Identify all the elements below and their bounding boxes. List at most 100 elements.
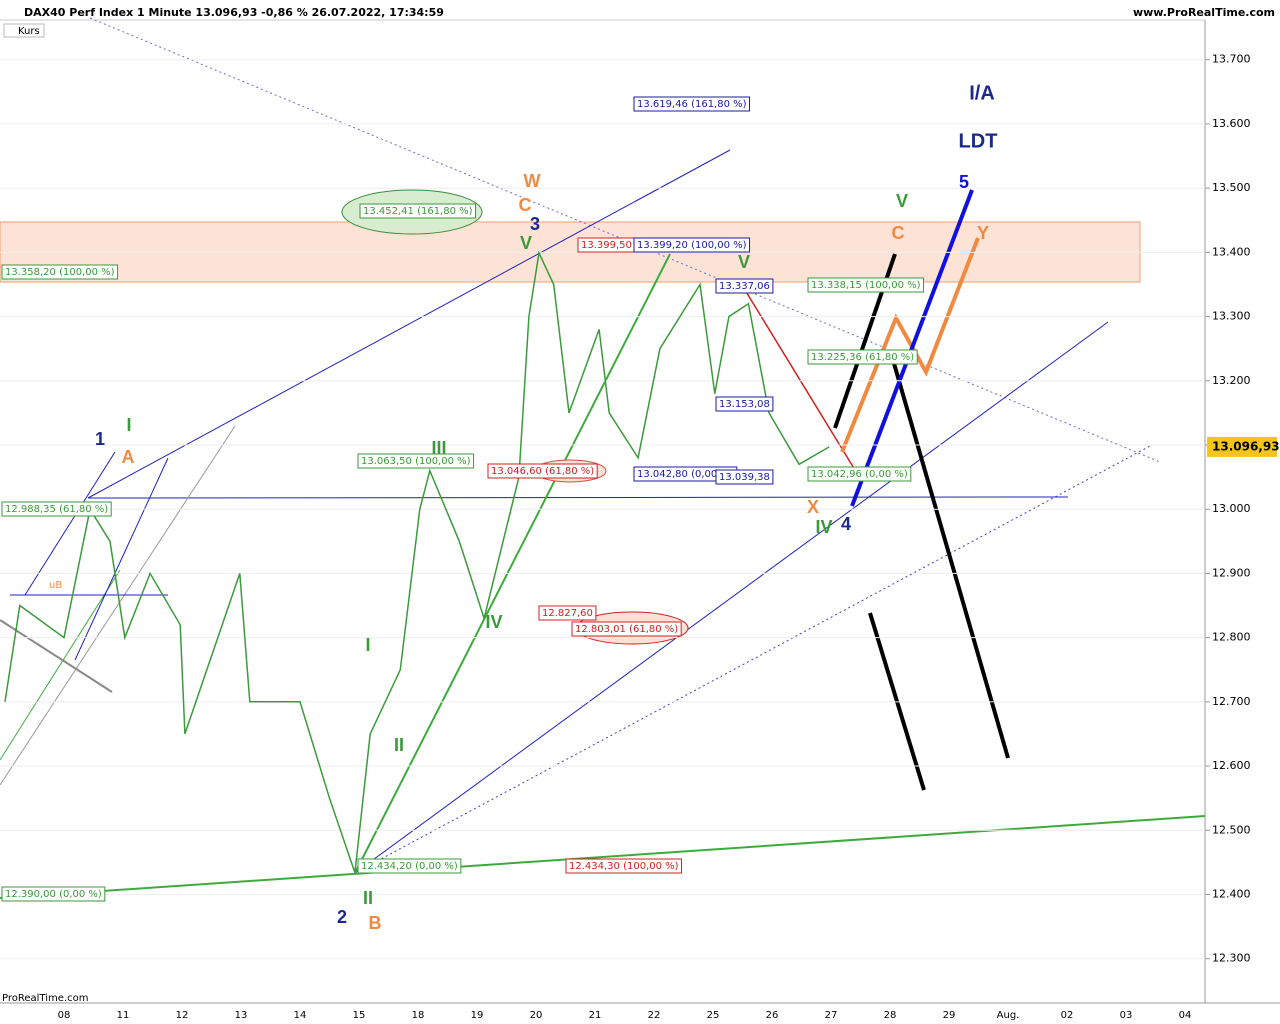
annotation-box [715,396,774,412]
wave-label: 4 [841,514,851,534]
x-tick-label: 21 [589,1010,602,1021]
last-price-box [1207,436,1277,457]
fan-line [24,451,116,596]
annotation: 13.225,36 (61,80 %) [811,352,914,363]
annotation-box [487,463,598,479]
y-tick-label: 12.500 [1212,823,1251,836]
legend-label: Kurs [18,26,40,37]
x-tick-label: 15 [353,1010,366,1021]
annotation: 13.338,15 (100,00 %) [811,280,921,291]
fan-line [0,619,113,693]
x-tick-label: 02 [1061,1010,1074,1021]
annotation-box [359,203,477,219]
trend-line [89,17,1161,463]
annotation: uB [49,580,62,591]
x-tick-label: 11 [117,1010,130,1021]
x-tick-label: Aug. [997,1010,1020,1021]
trend-line [354,253,671,874]
annotation-box [633,96,751,112]
title: DAX40 Perf Index 1 Minute 13.096,93 -0,8… [24,6,444,19]
annotation-box [633,237,751,253]
annotation: 13.452,41 (161,80 %) [363,206,473,217]
annotation: 12.434,30 (100,00 %) [569,861,679,872]
fan-line [74,457,169,661]
y-tick-label: 13.600 [1212,117,1251,130]
footer: ProRealTime.com [2,993,88,1004]
y-tick-label: 12.400 [1212,887,1251,900]
annotation: 13.042,80 (0,00 %) [637,469,734,480]
annotation: 12.803,01 (61,80 %) [575,624,678,635]
wave-label: IV [485,612,502,632]
annotation-box [807,277,925,293]
wave-label: A [122,447,135,467]
x-tick-label: 22 [648,1010,661,1021]
wave-label: 5 [959,172,969,192]
x-tick-label: 08 [58,1010,71,1021]
x-tick-label: 03 [1120,1010,1133,1021]
wave-label: C [892,223,905,243]
channel-line [354,321,1109,874]
y-tick-label: 12.900 [1212,566,1251,579]
wave-label: 1 [95,429,105,449]
annotation: 12.827,60 [542,608,593,619]
annotation-box [357,453,475,469]
annotation-box [715,278,774,294]
annotation: 13.619,46 (161,80 %) [637,99,747,110]
wave-label: 2 [337,907,347,927]
fan-line [0,425,236,786]
annotation: 12.390,00 (0,00 %) [5,889,102,900]
annotation: 13.337,06 [719,281,770,292]
x-tick-label: 29 [943,1010,956,1021]
x-tick-label: 12 [176,1010,189,1021]
annotation-box [807,466,912,482]
last-price-label: 13.096,93 [1212,439,1280,453]
y-tick-label: 13.700 [1212,53,1251,66]
channel-line [87,149,731,499]
horizontal-line [87,496,1069,499]
annotation: 12.988,35 (61,80 %) [5,504,108,515]
wave-label: W [524,171,541,191]
y-tick-label: 13.500 [1212,181,1251,194]
legend [3,23,45,38]
x-tick-label: 14 [294,1010,307,1021]
wave-label: C [519,195,532,215]
wave-label: IV [815,517,832,537]
annotation: 13.063,50 (100,00 %) [361,456,471,467]
annotation-box [1,886,106,902]
red-line [744,289,856,471]
wave-label: 3 [530,214,540,234]
x-tick-label: 25 [707,1010,720,1021]
y-tick-label: 13.200 [1212,374,1251,387]
wave-label: V [738,252,750,272]
y-tick-label: 12.600 [1212,759,1251,772]
drawings [0,17,1206,899]
x-tick-label: 27 [825,1010,838,1021]
source: www.ProRealTime.com [1133,6,1275,19]
annotation-box [1,264,119,280]
y-tick-label: 12.700 [1212,695,1251,708]
x-tick-label: 04 [1179,1010,1192,1021]
wave-label: III [431,438,446,458]
wave-label: B [369,913,382,933]
x-tick-label: 26 [766,1010,779,1021]
annotation: 13.153,08 [719,399,770,410]
wave-label: II [394,735,404,755]
wave-label: Y [977,223,989,243]
annotation: 13.399,20 (100,00 %) [637,240,747,251]
annotation-box [1,501,112,517]
wave-label: LDT [959,130,998,152]
y-tick-label: 12.800 [1212,631,1251,644]
channel-line [354,445,1151,874]
wave-label: V [896,191,908,211]
projection [850,189,974,507]
wave-label: I [126,415,131,435]
annotation: 13.039,38 [719,472,770,483]
annotation: 13.042,96 (0,00 %) [811,469,908,480]
wave-label: I/A [969,82,995,104]
x-tick-label: 19 [471,1010,484,1021]
annotation-box [807,349,918,365]
wave-label: V [520,233,532,253]
annotation: 12.434,20 (0,00 %) [361,861,458,872]
annotation-box [715,469,774,485]
wave-label: X [807,497,819,517]
